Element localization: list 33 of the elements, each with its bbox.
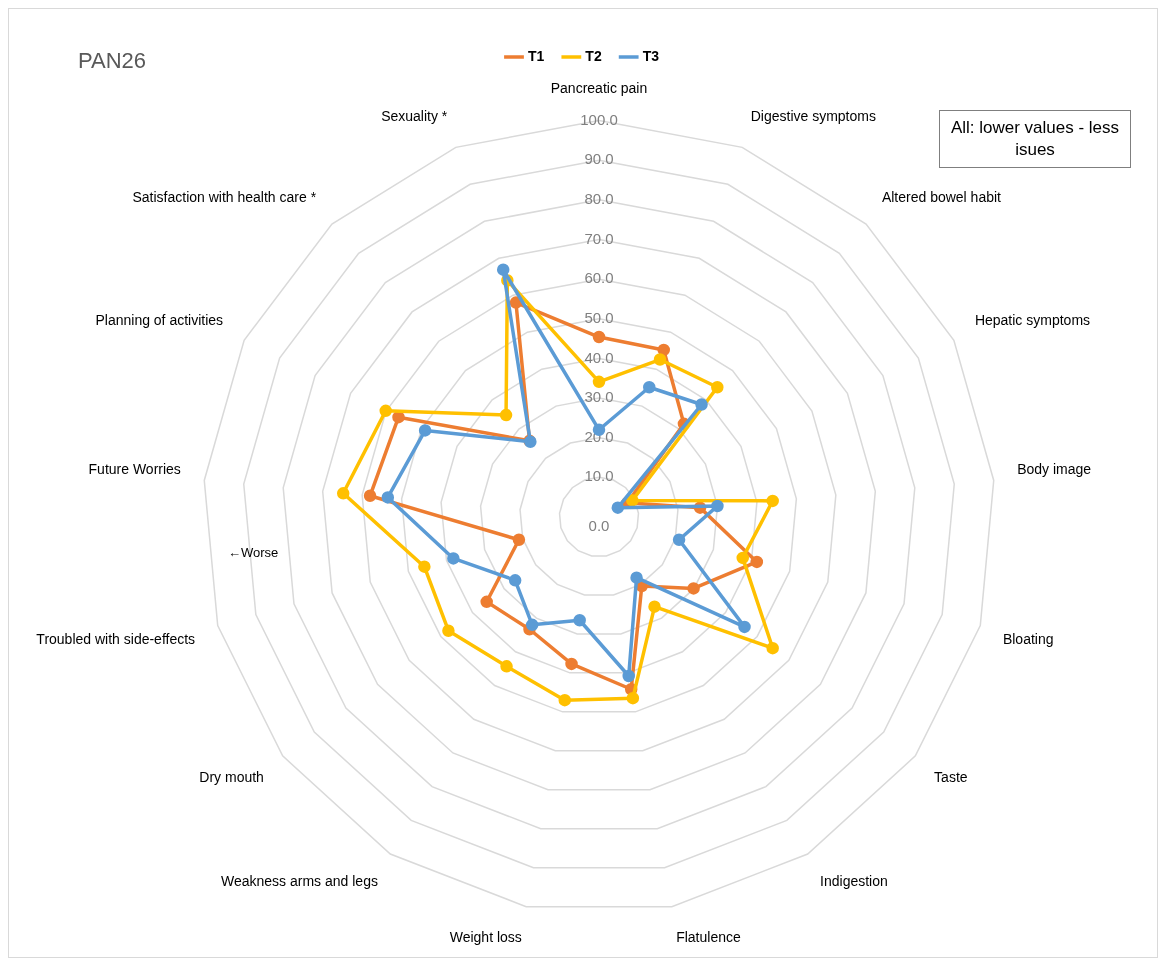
y-tick-label: 80.0 bbox=[584, 190, 614, 207]
spoke-label: Bloating bbox=[1002, 631, 1054, 648]
legend-label: T2 bbox=[585, 47, 602, 64]
spoke-label: Dry mouth bbox=[199, 769, 264, 786]
chart-title: PAN26 bbox=[78, 48, 147, 74]
spoke-label: Weakness arms and legs bbox=[221, 873, 378, 890]
spoke-label: Flatulence bbox=[676, 929, 741, 946]
spoke-label: Future Worries bbox=[88, 460, 181, 477]
y-tick-label: 0.0 bbox=[588, 517, 610, 535]
y-tick-label: 10.0 bbox=[584, 467, 614, 485]
spoke-label: Sexuality * bbox=[381, 107, 448, 124]
y-tick-label: 70.0 bbox=[584, 229, 614, 247]
y-tick-label: 60.0 bbox=[584, 269, 614, 287]
spoke-label: Planning of activities bbox=[95, 312, 224, 329]
spoke-label: Body image bbox=[1017, 460, 1092, 477]
y-tick-label: 30.0 bbox=[584, 388, 614, 406]
spoke-label: Pancreatic pain bbox=[550, 79, 648, 96]
spoke-label: Altered bowel habit bbox=[881, 189, 1002, 206]
y-tick-label: 50.0 bbox=[584, 308, 614, 326]
spoke-label: Taste bbox=[934, 769, 968, 786]
spoke-label: Troubled with side-effects bbox=[36, 631, 196, 648]
legend-label: T3 bbox=[642, 47, 660, 64]
y-tick-label: 100.0 bbox=[580, 110, 618, 128]
spoke-label: Indigestion bbox=[820, 873, 888, 890]
legend-label: T1 bbox=[527, 47, 545, 64]
text: ←Worse bbox=[228, 545, 279, 560]
spoke-label: Weight loss bbox=[449, 929, 522, 946]
spoke-label: Digestive symptoms bbox=[750, 107, 876, 124]
spoke-label: Satisfaction with health care * bbox=[132, 189, 317, 206]
text: All: lower values - less isues bbox=[939, 110, 1131, 168]
y-tick-label: 40.0 bbox=[584, 348, 614, 366]
y-tick-label: 90.0 bbox=[584, 150, 614, 168]
spoke-label: Hepatic symptoms bbox=[974, 312, 1091, 329]
